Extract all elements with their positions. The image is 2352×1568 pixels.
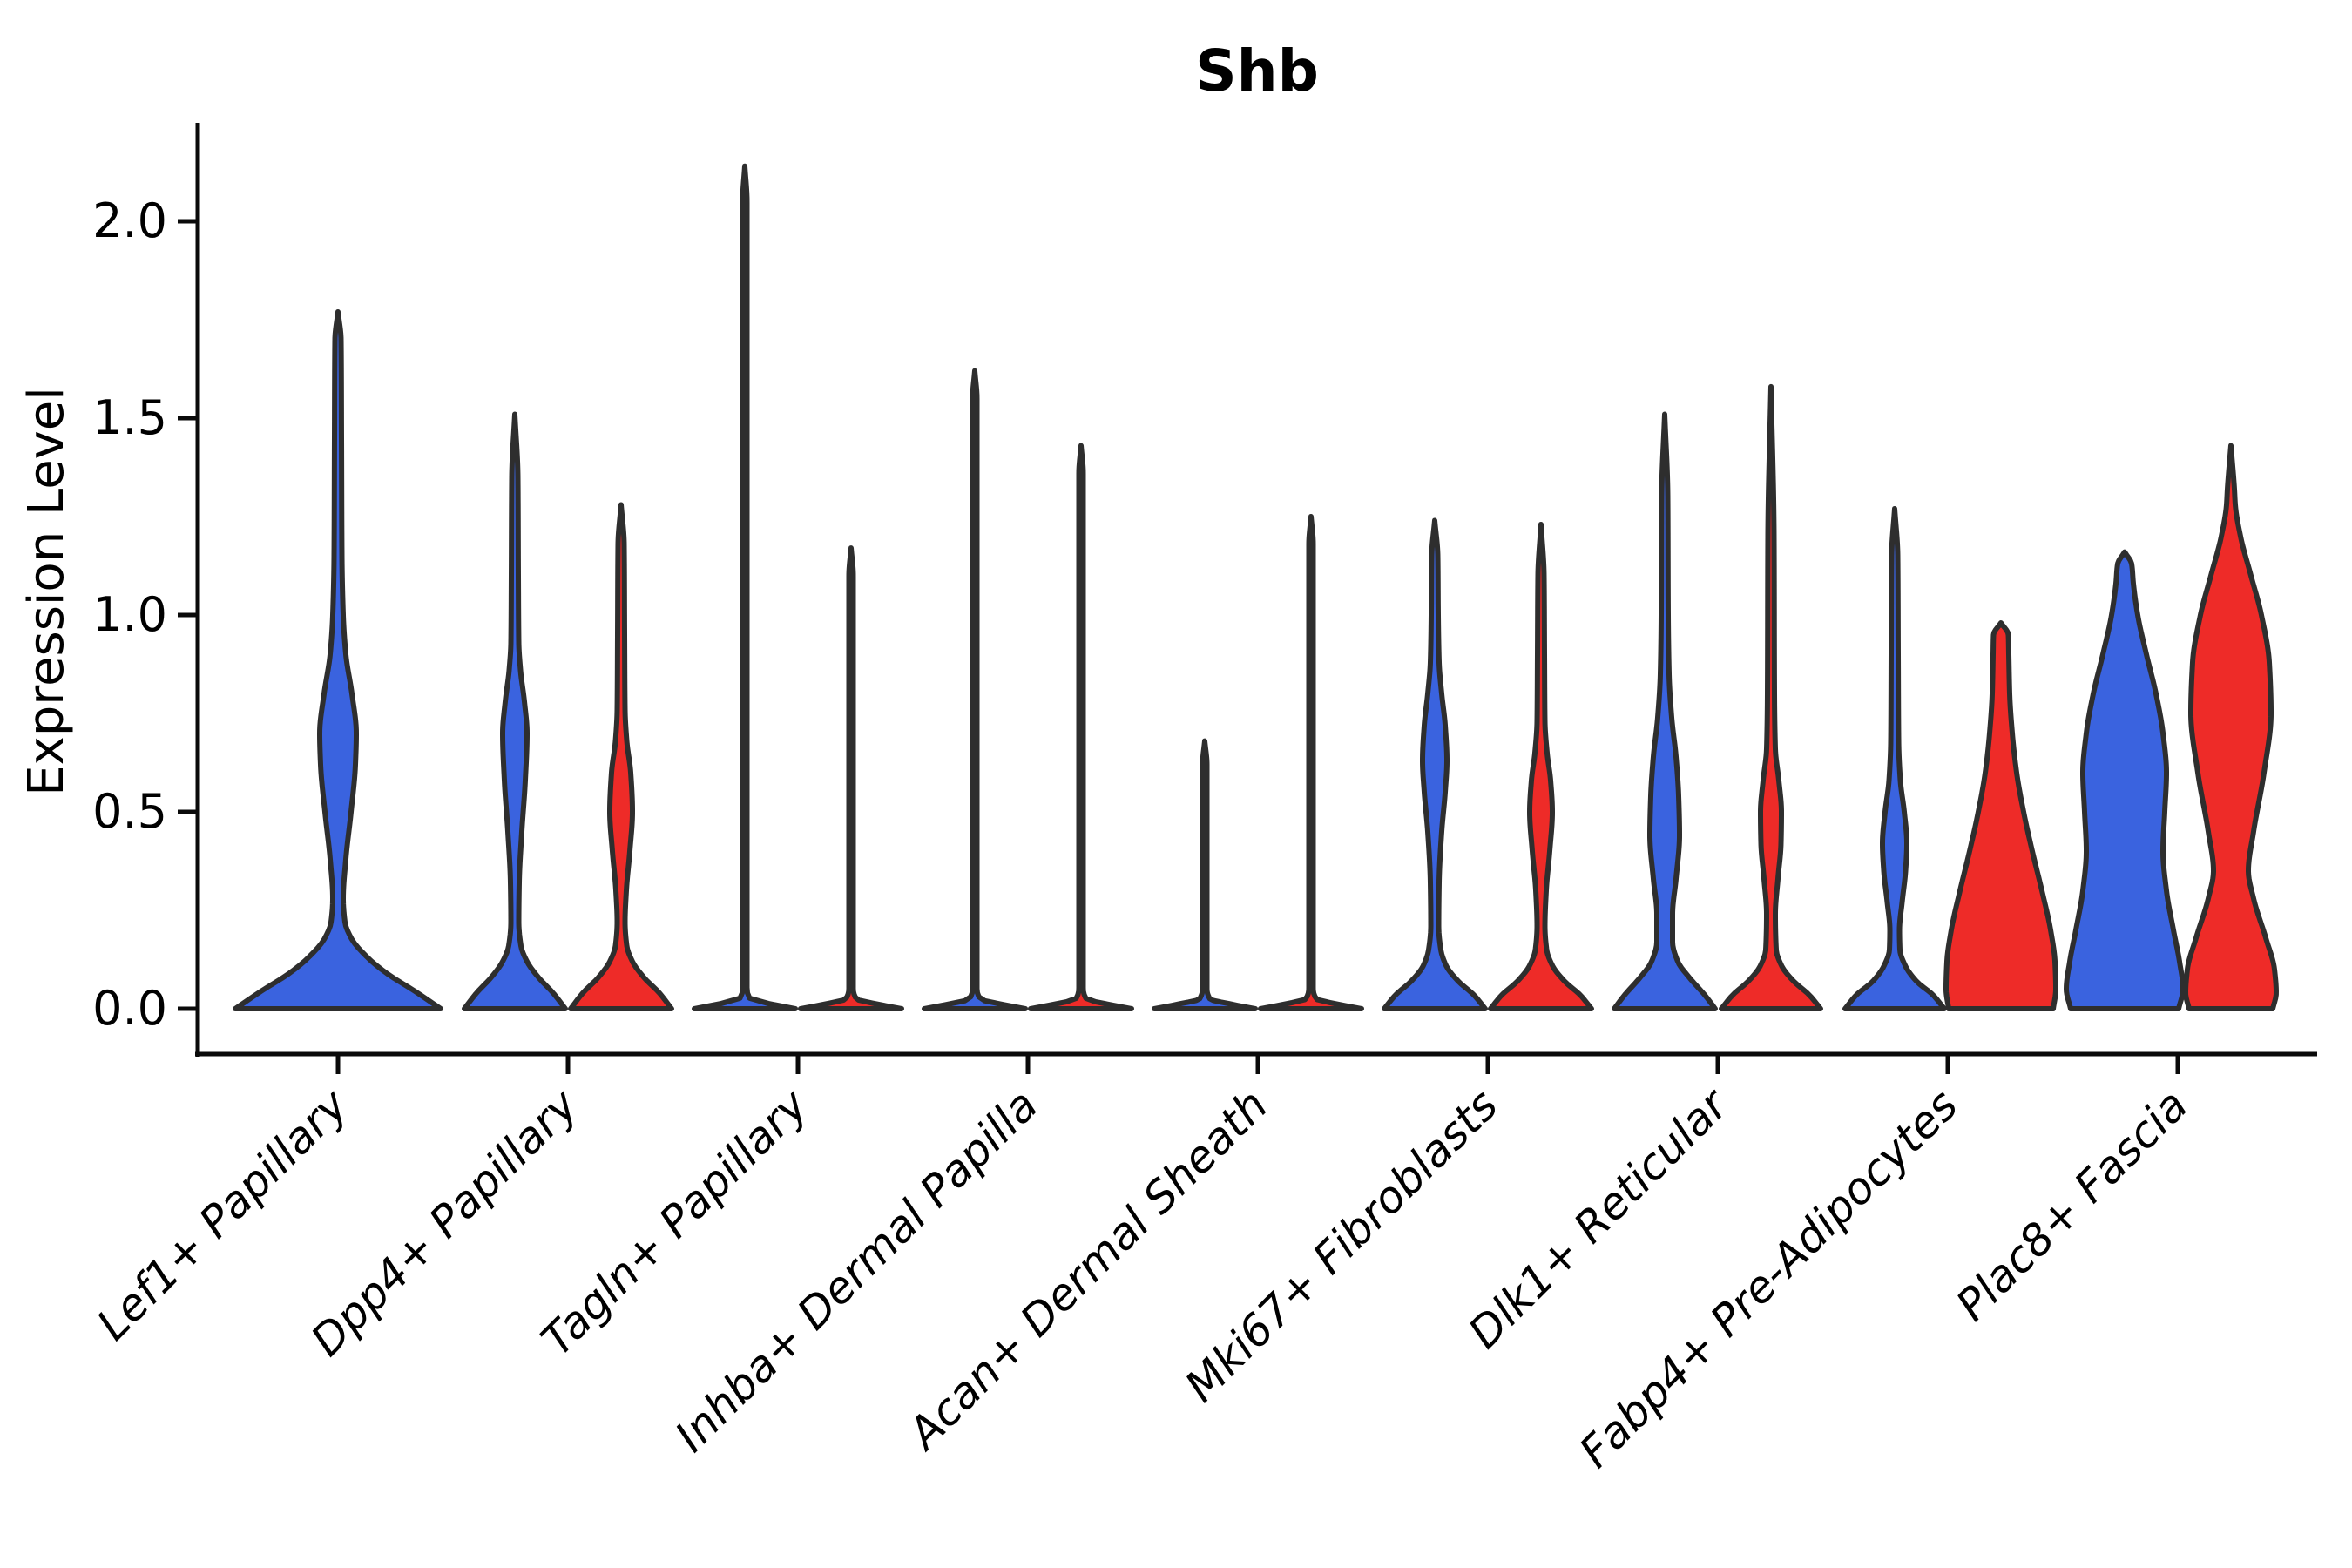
violin-mki67-fibroblasts-red — [1488, 522, 1594, 1011]
y-tick-label-1.0: 1.0 — [92, 587, 167, 642]
violin-acan-dermal-sheath-red — [1258, 514, 1364, 1011]
x-tick-label-fabp4-pre-adipocytes: Fabp4+ Pre-Adipocytes — [1570, 1079, 1968, 1477]
violin-plac8-fascia-blue — [2064, 549, 2186, 1011]
violin-acan-dermal-sheath-blue — [1152, 738, 1258, 1011]
y-tick-label-0.5: 0.5 — [92, 784, 167, 839]
violin-inhba-dermal-papilla-blue — [922, 368, 1028, 1011]
y-tick-label-0.0: 0.0 — [92, 981, 167, 1036]
y-tick-label-1.5: 1.5 — [92, 390, 167, 445]
x-tick-label-lef1-papillary: Lef1+ Papillary — [87, 1078, 358, 1349]
y-axis-ticks: 0.0 0.5 1.0 1.5 2.0 — [92, 193, 198, 1036]
y-tick-label-2.0: 2.0 — [92, 193, 167, 248]
x-tick-label-plac8-fascia: Plac8+ Fascia — [1947, 1079, 2198, 1330]
violin-inhba-dermal-papilla-red — [1028, 443, 1134, 1011]
violin-tagln-papillary-red — [798, 545, 904, 1011]
violin-fabp4-pre-adipocytes-blue — [1842, 505, 1947, 1011]
violin-dlk1-reticular-red — [1719, 383, 1823, 1011]
violin-dlk1-reticular-blue — [1612, 411, 1718, 1011]
violins-group — [233, 163, 2279, 1011]
violin-mki67-fibroblasts-blue — [1382, 517, 1488, 1011]
violin-dpp4-papillary-blue — [462, 411, 568, 1011]
violin-dpp4-papillary-red — [568, 502, 674, 1011]
chart-title: Shb — [1195, 37, 1319, 105]
violin-fabp4-pre-adipocytes-red — [1943, 620, 2058, 1011]
y-axis-label: Expression Level — [18, 387, 75, 796]
violin-tagln-papillary-blue — [692, 163, 798, 1011]
violin-lef1-papillary-blue — [233, 308, 443, 1011]
violin-plac8-fascia-red — [2183, 443, 2279, 1011]
x-tick-label-inhba-dermal-papilla: Inhba+ Dermal Papilla — [666, 1079, 1047, 1461]
